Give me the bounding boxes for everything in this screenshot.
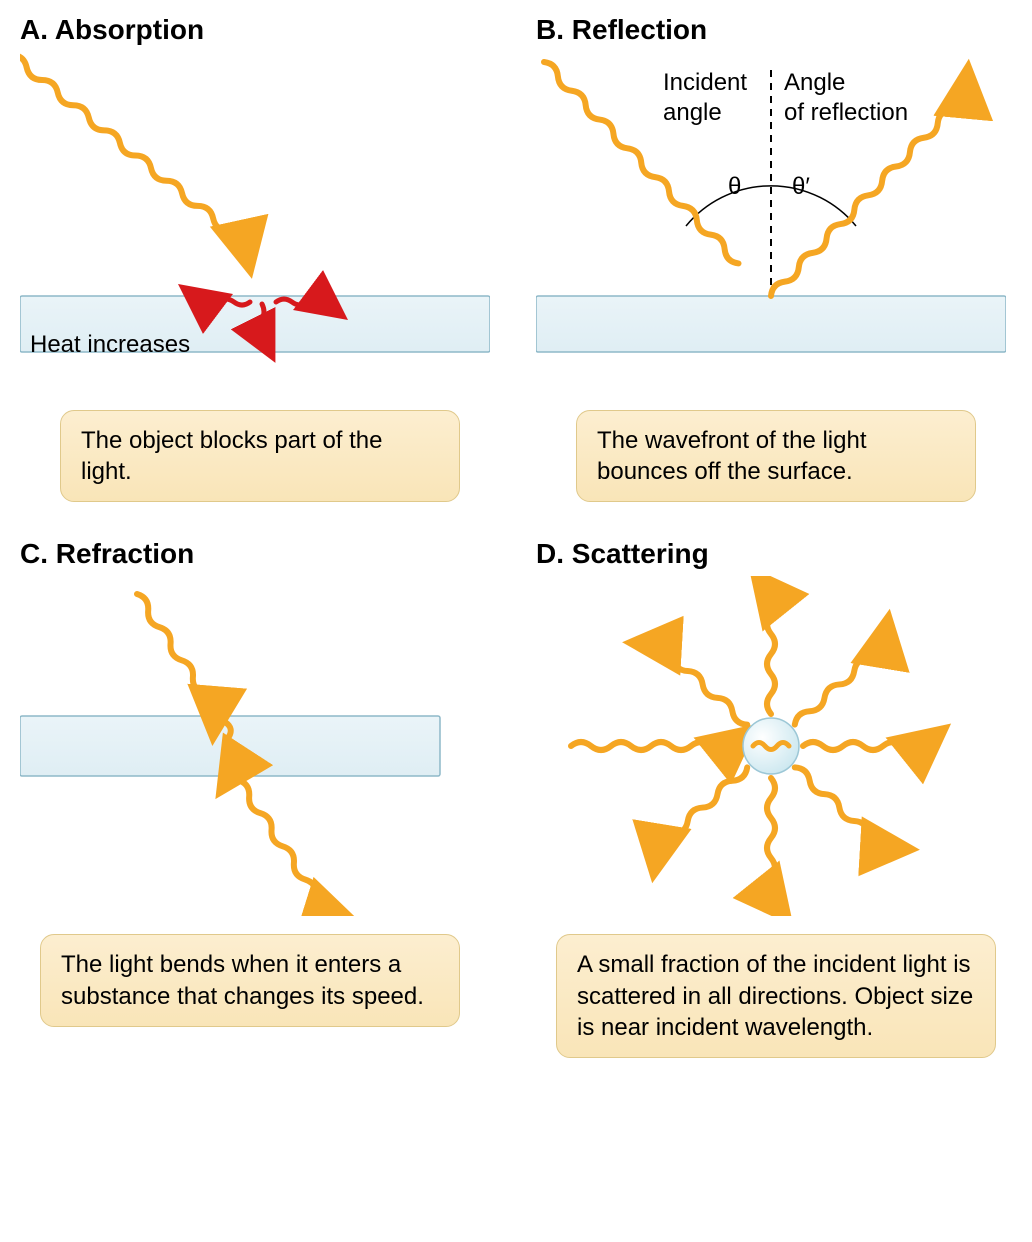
panel-a-caption: The object blocks part of the light. [60,410,460,502]
panel-b-title: B. Reflection [536,14,1012,46]
panel-c-diagram [20,576,490,916]
theta-label: θ [728,172,741,202]
panel-d-title: D. Scattering [536,538,1012,570]
heat-label: Heat increases [30,330,190,360]
panel-a-diagram: Heat increases [20,52,490,392]
reflection-angle-label: Angleof reflection [784,68,908,128]
panel-b-caption: The wavefront of the light bounces off t… [576,410,976,502]
panel-c-title: C. Refraction [20,538,496,570]
panel-c-caption: The light bends when it enters a substan… [40,934,460,1026]
panel-a-title: A. Absorption [20,14,496,46]
panel-reflection: B. Reflection [536,14,1012,502]
incident-angle-label: Incidentangle [663,68,747,128]
panel-absorption: A. Absorption [20,14,496,502]
panel-b-diagram: Incidentangle Angleof reflection θ θ′ [536,52,1006,392]
panel-d-caption: A small fraction of the incident light i… [556,934,996,1058]
panel-d-diagram [536,576,1006,916]
panel-refraction: C. Refraction [20,538,496,1058]
theta-prime-label: θ′ [792,172,810,202]
panel-scattering: D. Scattering [536,538,1012,1058]
